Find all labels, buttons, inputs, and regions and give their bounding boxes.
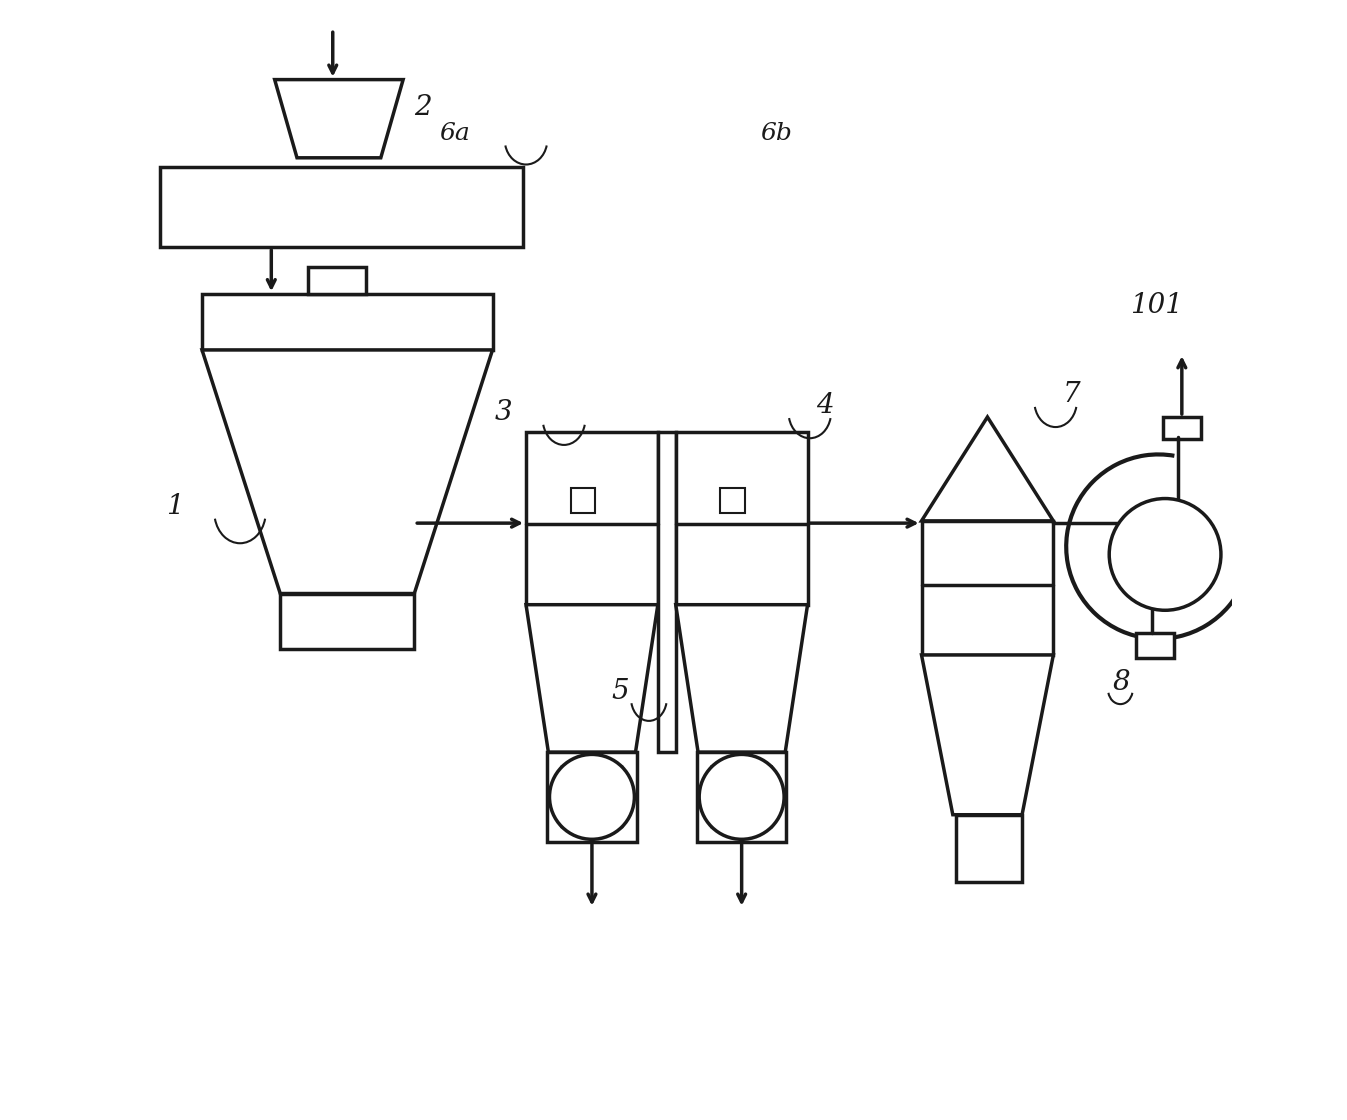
Polygon shape [202,349,493,594]
Bar [956,814,1022,881]
Text: 1: 1 [167,493,185,520]
Polygon shape [921,417,1053,521]
Text: 6b: 6b [761,122,792,144]
Text: 3: 3 [494,399,513,426]
Polygon shape [527,605,657,753]
Text: 7: 7 [1063,381,1080,408]
Circle shape [550,755,634,839]
Text: 4: 4 [816,392,834,419]
Bar [696,753,787,841]
Bar [721,488,745,513]
Bar [527,431,657,605]
Bar [280,594,415,650]
Polygon shape [275,80,403,158]
Circle shape [1109,498,1220,610]
Bar [308,268,366,295]
Text: 2: 2 [415,94,432,121]
Bar [921,521,1053,655]
Bar [159,167,523,248]
Text: 101: 101 [1130,292,1183,319]
Bar [547,753,637,841]
Circle shape [699,755,784,839]
Bar [676,431,808,605]
Bar [657,431,676,753]
Bar [202,295,493,349]
Text: 6a: 6a [439,122,470,144]
Text: 5: 5 [612,679,629,706]
Polygon shape [676,605,808,753]
Polygon shape [921,655,1053,814]
Bar [571,488,595,513]
Bar [1162,417,1200,439]
Bar [1136,633,1175,659]
Text: 8: 8 [1113,670,1130,697]
